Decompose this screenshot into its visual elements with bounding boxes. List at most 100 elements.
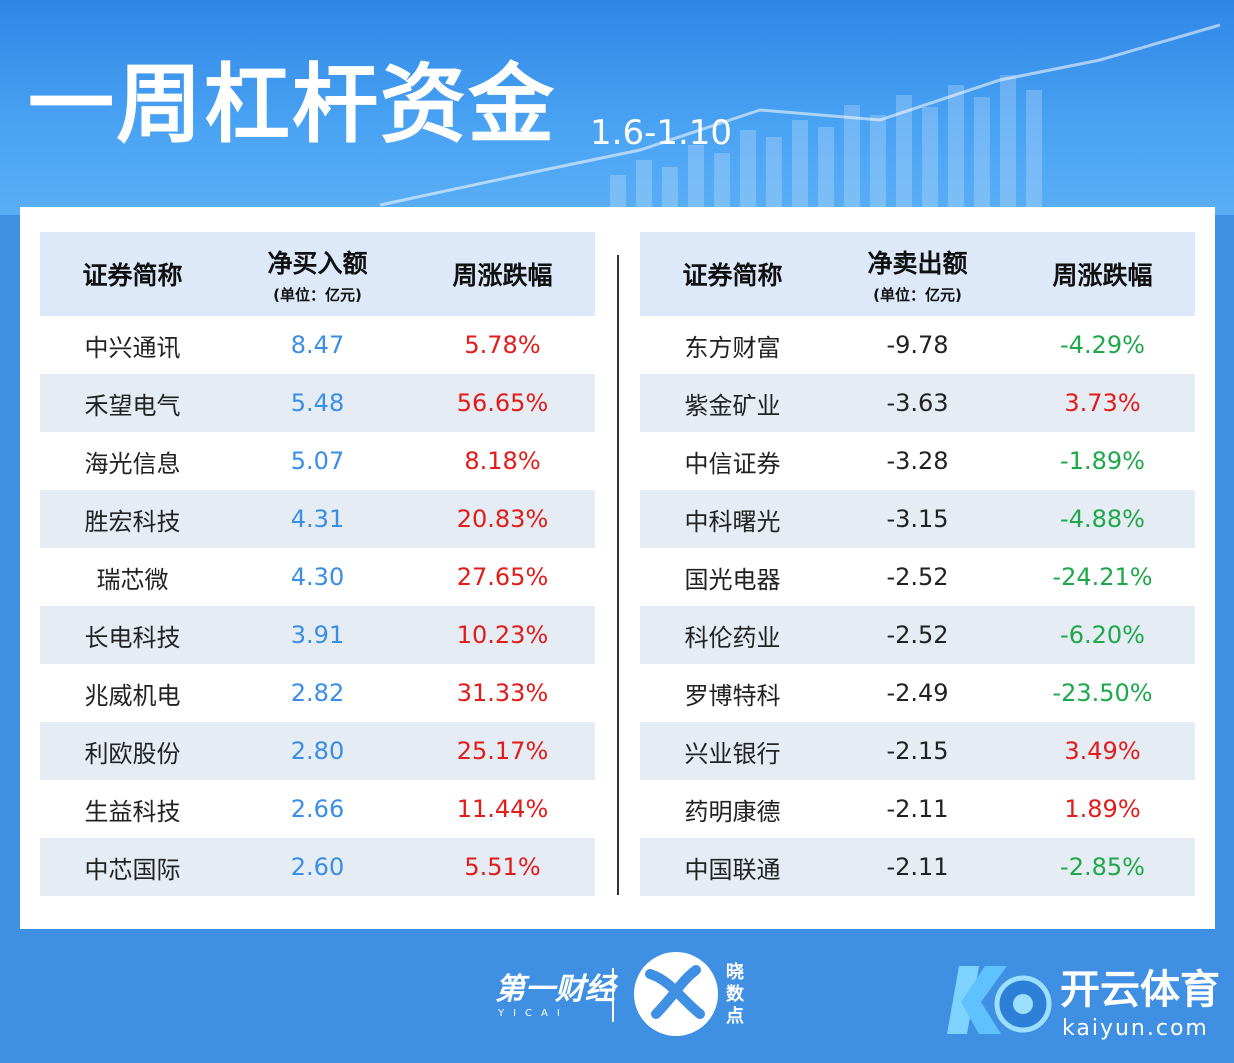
security-name: 海光信息 <box>84 449 181 478</box>
weekly-change: -23.50% <box>1052 679 1153 707</box>
table-divider <box>617 255 619 895</box>
header-banner: 一周杠杆资金 1.6-1.10 <box>0 0 1234 215</box>
net-buy-table: 证券简称 净买入额 (单位：亿元) 周涨跌幅 中兴通讯 8.47 5.78% 禾望电气… <box>40 232 595 896</box>
net-amount: -9.78 <box>886 331 949 359</box>
table-row: 中兴通讯 8.47 5.78% <box>40 316 595 374</box>
net-amount: 2.82 <box>290 679 345 707</box>
net-amount: -2.49 <box>886 679 949 707</box>
table-row: 国光电器 -2.52 -24.21% <box>640 548 1195 606</box>
kaiyun-name: 开云体育 <box>1060 967 1220 1013</box>
security-name: 兆威机电 <box>84 681 181 710</box>
date-range: 1.6-1.10 <box>590 113 733 153</box>
security-name: 兴业银行 <box>684 739 781 768</box>
column-header-name: 证券简称 <box>82 261 183 290</box>
table-row: 禾望电气 5.48 56.65% <box>40 374 595 432</box>
page-title: 一周杠杆资金 <box>28 55 556 155</box>
decorative-bar <box>974 97 990 215</box>
net-sell-table: 证券简称 净卖出额 (单位：亿元) 周涨跌幅 东方财富 -9.78 -4.29% 紫金… <box>640 232 1195 896</box>
decorative-trend-line <box>379 23 1221 207</box>
weekly-change: 3.73% <box>1064 389 1141 417</box>
security-name: 胜宏科技 <box>84 507 181 536</box>
net-amount: 2.66 <box>290 795 345 823</box>
net-amount: -2.11 <box>886 853 949 881</box>
weekly-change: 5.51% <box>464 853 541 881</box>
decorative-bar <box>1000 75 1016 215</box>
decorative-bar <box>896 95 912 215</box>
decorative-bar <box>948 85 964 215</box>
security-name: 科伦药业 <box>684 623 781 652</box>
table-header: 证券简称 净买入额 (单位：亿元) 周涨跌幅 <box>40 232 595 316</box>
weekly-change: -1.89% <box>1060 447 1145 475</box>
table-body: 中兴通讯 8.47 5.78% 禾望电气 5.48 56.65% 海光信息 5.07 8.18%… <box>40 316 595 896</box>
decorative-bar <box>792 120 808 215</box>
weekly-change: 1.89% <box>1064 795 1141 823</box>
weekly-change: -4.88% <box>1060 505 1145 533</box>
net-amount: 2.80 <box>290 737 345 765</box>
weekly-change: 8.18% <box>464 447 541 475</box>
table-row: 中科曙光 -3.15 -4.88% <box>640 490 1195 548</box>
net-amount: 5.07 <box>290 447 345 475</box>
decorative-bar <box>688 145 704 215</box>
security-name: 中科曙光 <box>684 507 781 536</box>
net-amount: -3.15 <box>886 505 949 533</box>
security-name: 罗博特科 <box>684 681 781 710</box>
net-amount: 3.91 <box>290 621 345 649</box>
weekly-change: 10.23% <box>456 621 549 649</box>
weekly-change: 56.65% <box>456 389 549 417</box>
column-header-unit: (单位：亿元) <box>873 285 962 304</box>
security-name: 瑞芯微 <box>96 565 169 594</box>
decorative-bar <box>740 130 756 215</box>
table-row: 长电科技 3.91 10.23% <box>40 606 595 664</box>
table-row: 中芯国际 2.60 5.51% <box>40 838 595 896</box>
table-row: 生益科技 2.66 11.44% <box>40 780 595 838</box>
security-name: 中兴通讯 <box>84 333 181 362</box>
xiaoshudian-label: 晓数点 <box>726 962 744 1027</box>
weekly-change: 20.83% <box>456 505 549 533</box>
table-row: 瑞芯微 4.30 27.65% <box>40 548 595 606</box>
table-row: 科伦药业 -2.52 -6.20% <box>640 606 1195 664</box>
security-name: 中信证券 <box>684 449 781 478</box>
decorative-bar <box>610 175 626 215</box>
table-row: 罗博特科 -2.49 -23.50% <box>640 664 1195 722</box>
net-amount: 5.48 <box>290 389 345 417</box>
decorative-bar <box>870 115 886 215</box>
table-row: 海光信息 5.07 8.18% <box>40 432 595 490</box>
weekly-change: -2.85% <box>1060 853 1145 881</box>
column-header-amount: 净卖出额 (单位：亿元) <box>825 244 1010 305</box>
net-amount: 4.30 <box>290 563 345 591</box>
weekly-change: 27.65% <box>456 563 549 591</box>
data-card: 证券简称 净买入额 (单位：亿元) 周涨跌幅 中兴通讯 8.47 5.78% 禾望电气… <box>20 207 1215 929</box>
security-name: 东方财富 <box>684 333 781 362</box>
table-body: 东方财富 -9.78 -4.29% 紫金矿业 -3.63 3.73% 中信证券 -3.28 -1… <box>640 316 1195 896</box>
decorative-bar <box>714 153 730 215</box>
column-header-change: 周涨跌幅 <box>1052 261 1153 290</box>
table-row: 利欧股份 2.80 25.17% <box>40 722 595 780</box>
net-amount: -2.11 <box>886 795 949 823</box>
yicai-logo: 第一财经 <box>495 972 615 1007</box>
decorative-bar-chart-graphic <box>379 23 1221 215</box>
kaiyun-domain: kaiyun.com <box>1062 1016 1209 1041</box>
weekly-change: 11.44% <box>456 795 549 823</box>
table-header: 证券简称 净卖出额 (单位：亿元) 周涨跌幅 <box>640 232 1195 316</box>
security-name: 药明康德 <box>684 797 781 826</box>
column-header-unit: (单位：亿元) <box>273 285 362 304</box>
column-header-change: 周涨跌幅 <box>452 261 553 290</box>
weekly-change: 25.17% <box>456 737 549 765</box>
table-row: 中国联通 -2.11 -2.85% <box>640 838 1195 896</box>
security-name: 利欧股份 <box>84 739 181 768</box>
net-amount: 2.60 <box>290 853 345 881</box>
decorative-bar <box>766 137 782 215</box>
column-header-name: 证券简称 <box>682 261 783 290</box>
weekly-change: -6.20% <box>1060 621 1145 649</box>
decorative-bar <box>662 167 678 215</box>
column-header-amount-label: 净卖出额 <box>867 248 968 278</box>
logo-separator <box>612 968 614 1022</box>
decorative-bar <box>922 107 938 215</box>
security-name: 长电科技 <box>84 623 181 652</box>
xiaoshudian-logo-icon <box>634 952 718 1036</box>
table-row: 胜宏科技 4.31 20.83% <box>40 490 595 548</box>
net-amount: 4.31 <box>290 505 345 533</box>
weekly-change: 3.49% <box>1064 737 1141 765</box>
weekly-change: -24.21% <box>1052 563 1153 591</box>
security-name: 禾望电气 <box>84 391 181 420</box>
